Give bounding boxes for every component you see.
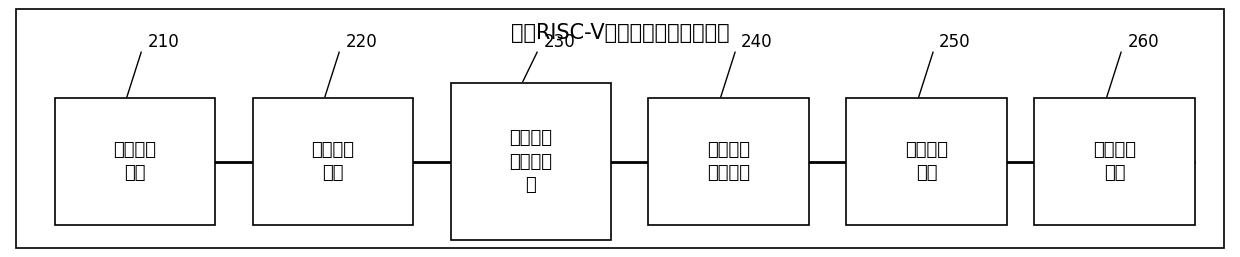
Text: 250: 250	[939, 33, 971, 51]
Text: 镜像文件
生成单元: 镜像文件 生成单元	[707, 141, 750, 182]
Text: 210: 210	[148, 33, 179, 51]
Bar	[847, 98, 1007, 225]
Text: 260: 260	[1127, 33, 1159, 51]
Text: 240: 240	[742, 33, 773, 51]
Text: 内核编译
单元: 内核编译 单元	[311, 141, 355, 182]
Bar	[450, 83, 611, 240]
Bar	[649, 98, 810, 225]
Text: 环境搭建
单元: 环境搭建 单元	[114, 141, 156, 182]
Text: 内核重编
单元: 内核重编 单元	[905, 141, 949, 182]
Bar	[253, 98, 413, 225]
Text: 可执行程
序生成单
元: 可执行程 序生成单 元	[510, 129, 552, 194]
Bar	[55, 98, 216, 225]
Bar	[1034, 98, 1195, 225]
Text: 程序嵌入
单元: 程序嵌入 单元	[1094, 141, 1136, 182]
Text: 230: 230	[543, 33, 575, 51]
Text: 220: 220	[345, 33, 377, 51]
Text: 基于RISC-V处理器的系统移植装置: 基于RISC-V处理器的系统移植装置	[511, 23, 729, 43]
